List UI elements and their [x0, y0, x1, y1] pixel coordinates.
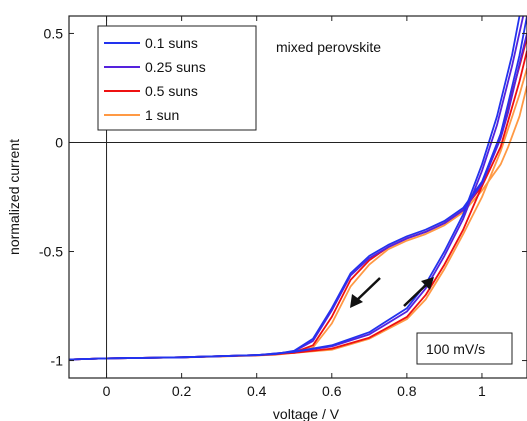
- scan-rate-box: 100 mV/s: [416, 332, 513, 365]
- forward-scan-arrow: [403, 277, 434, 307]
- legend-entries: 0.1 suns 0.25 suns 0.5 suns 1 sun: [104, 35, 206, 123]
- x-tick-label: 0.4: [247, 383, 267, 399]
- legend-label: 0.25 suns: [145, 59, 206, 75]
- plot-frame: [68, 15, 527, 379]
- x-tick-label: 1: [478, 383, 486, 399]
- x-axis-title: voltage / V: [273, 406, 340, 421]
- x-tick-label: 0.8: [397, 383, 417, 399]
- x-tick-label: 0: [103, 383, 111, 399]
- scan-rate-frame: [416, 332, 513, 365]
- y-tick-label: 0.5: [44, 25, 64, 41]
- legend-label: 1 sun: [145, 107, 179, 123]
- legend-entry: 0.25 suns: [104, 59, 206, 75]
- legend-label: 0.1 suns: [145, 35, 198, 51]
- series-layer: [69, 16, 527, 361]
- y-axis-title: normalized current: [6, 139, 22, 255]
- legend-entry: 0.5 suns: [104, 83, 198, 99]
- sample-annotation: mixed perovskite: [276, 39, 381, 55]
- y-tick-label: 0: [55, 134, 63, 150]
- y-tick-label: -1: [51, 353, 64, 369]
- x-tick-label: 0.2: [172, 383, 192, 399]
- axis-ticks: [69, 16, 527, 378]
- series-line-0-1-suns-reverse: [69, 16, 527, 361]
- legend-entry: 0.1 suns: [104, 35, 198, 51]
- reverse-scan-arrow: [350, 277, 381, 308]
- tick-labels: 0 0.2 0.4 0.6 0.8 1 -1 -0.5 0 0.5: [39, 25, 486, 399]
- x-tick-label: 0.6: [322, 383, 342, 399]
- y-tick-label: -0.5: [39, 244, 63, 260]
- legend-entry: 1 sun: [104, 107, 179, 123]
- scan-rate-label: 100 mV/s: [426, 341, 485, 357]
- legend-label: 0.5 suns: [145, 83, 198, 99]
- legend: 0.1 suns 0.25 suns 0.5 suns 1 sun: [97, 25, 257, 131]
